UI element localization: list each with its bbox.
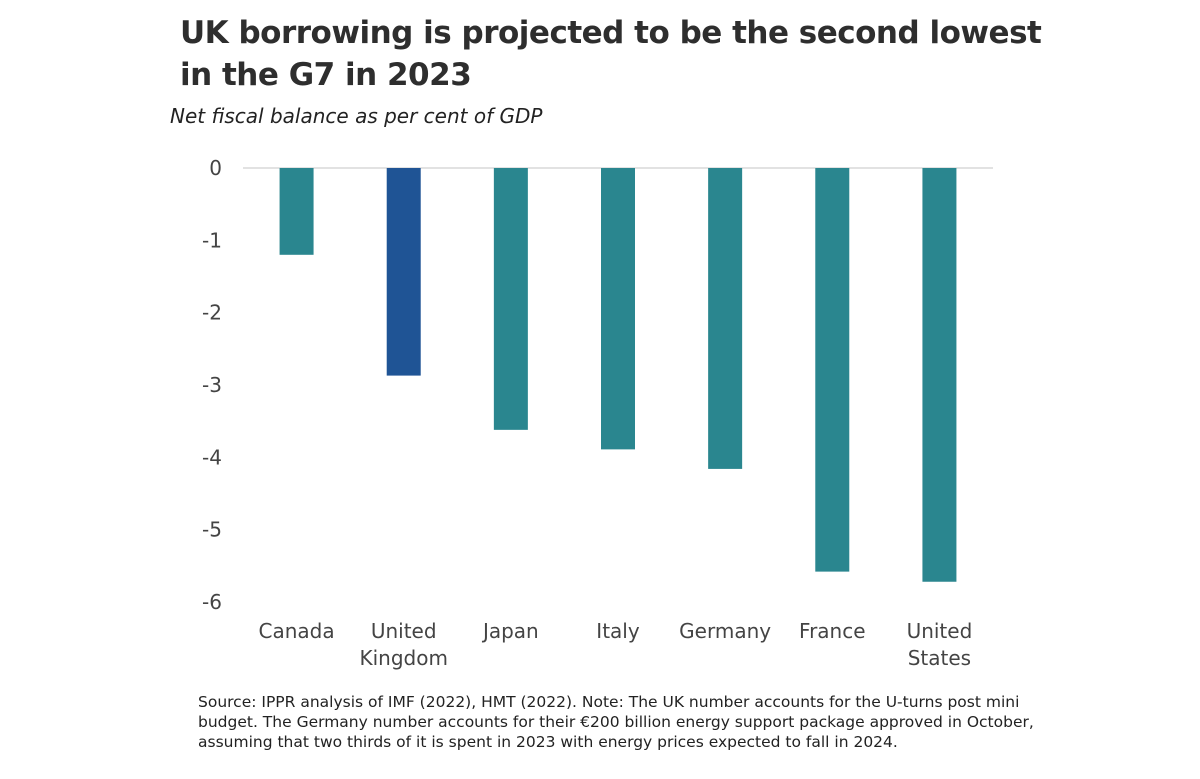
x-category-label: United xyxy=(907,619,973,643)
y-tick-label: -2 xyxy=(202,301,222,325)
bar xyxy=(279,168,314,255)
x-category-label: Canada xyxy=(259,619,335,643)
y-tick-label: -4 xyxy=(202,445,222,469)
x-category-label: United xyxy=(371,619,437,643)
bar xyxy=(493,168,528,430)
y-tick-label: -6 xyxy=(202,590,222,614)
bar xyxy=(386,168,421,376)
bar xyxy=(708,168,743,469)
x-category-label: Italy xyxy=(596,619,640,643)
bar xyxy=(922,168,957,582)
chart-title: UK borrowing is projected to be the seco… xyxy=(180,15,1042,93)
x-category-label: France xyxy=(799,619,866,643)
bar xyxy=(601,168,635,450)
x-category-label: Kingdom xyxy=(359,646,447,670)
x-category-label: States xyxy=(908,646,971,670)
y-tick-label: -3 xyxy=(202,373,222,397)
bar xyxy=(815,168,850,572)
y-tick-label: 0 xyxy=(209,156,222,180)
source-note: Source: IPPR analysis of IMF (2022), HMT… xyxy=(198,693,1034,751)
x-category-label: Japan xyxy=(481,619,539,643)
chart-subtitle: Net fiscal balance as per cent of GDP xyxy=(170,104,543,128)
y-tick-label: -5 xyxy=(202,518,222,542)
x-category-label: Germany xyxy=(679,619,771,643)
y-tick-label: -1 xyxy=(202,228,222,252)
